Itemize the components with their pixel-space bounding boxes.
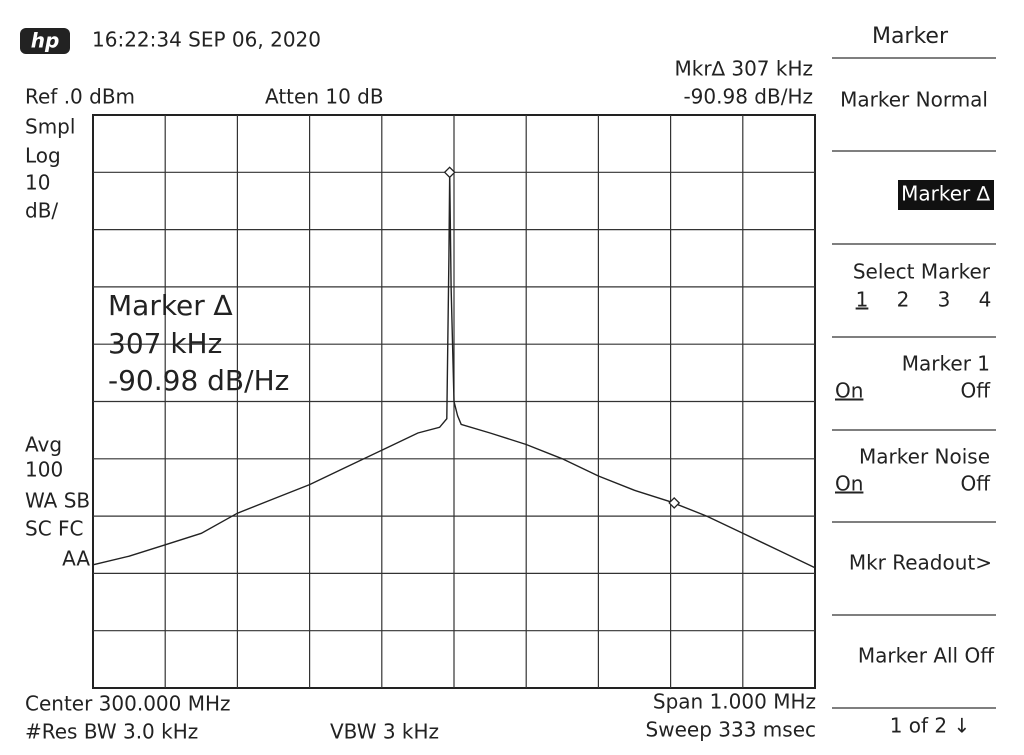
logo-box <box>20 28 70 54</box>
marker-diamond <box>668 497 681 509</box>
option[interactable]: On <box>835 472 863 496</box>
timestamp: 16:22:34 SEP 06, 2020 <box>92 28 321 52</box>
logo: hp <box>31 29 60 53</box>
setting: 10 <box>25 171 50 195</box>
marker-value: -90.98 dB/Hz <box>683 85 813 109</box>
trace <box>92 172 816 569</box>
ref-level: Ref .0 dBm <box>25 85 135 109</box>
annotation: Marker ∆ <box>108 289 233 322</box>
setting: WA SB <box>25 489 90 513</box>
softkey[interactable]: Mkr Readout> <box>849 551 992 575</box>
softkey[interactable]: Marker 1 <box>902 352 990 376</box>
marker-diamond <box>443 166 456 179</box>
option[interactable]: 2 <box>897 288 910 312</box>
setting: dB/ <box>25 199 58 223</box>
softkey[interactable]: Marker Normal <box>840 88 988 112</box>
setting: Smpl <box>25 115 75 139</box>
option[interactable]: 4 <box>979 288 992 312</box>
annotation: 307 kHz <box>108 327 222 360</box>
softkey-menu: Marker Marker Normal Marker ∆ Select Mar… <box>832 24 996 738</box>
softkey[interactable]: Marker ∆ <box>901 182 990 206</box>
softkey-highlight <box>898 180 994 210</box>
annotation: -90.98 dB/Hz <box>108 364 289 397</box>
center-freq: Center 300.000 MHz <box>25 692 231 716</box>
setting: AA <box>62 547 90 571</box>
softkey[interactable]: Marker Noise <box>859 445 990 469</box>
marker-readout: Mkr∆ 307 kHz <box>675 57 813 81</box>
option[interactable]: 3 <box>938 288 951 312</box>
plot-area <box>92 114 816 689</box>
vbw: VBW 3 kHz <box>330 720 439 744</box>
option[interactable]: On <box>835 379 863 403</box>
menu-title: Marker <box>872 24 949 49</box>
rbw: #Res BW 3.0 kHz <box>25 720 198 744</box>
setting: SC FC <box>25 517 84 541</box>
setting: Log <box>25 144 61 168</box>
sweep: Sweep 333 msec <box>646 718 816 742</box>
setting: 100 <box>25 458 63 482</box>
softkey[interactable]: Marker All Off <box>858 644 995 668</box>
option[interactable]: 1 <box>856 288 869 312</box>
attenuation: Atten 10 dB <box>265 85 384 109</box>
setting: Avg <box>25 433 62 457</box>
option[interactable]: Off <box>960 472 991 496</box>
softkey[interactable]: 1 of 2 ↓ <box>890 714 971 738</box>
span: Span 1.000 MHz <box>653 690 816 714</box>
softkey[interactable]: Select Marker <box>853 260 991 284</box>
option[interactable]: Off <box>960 379 991 403</box>
